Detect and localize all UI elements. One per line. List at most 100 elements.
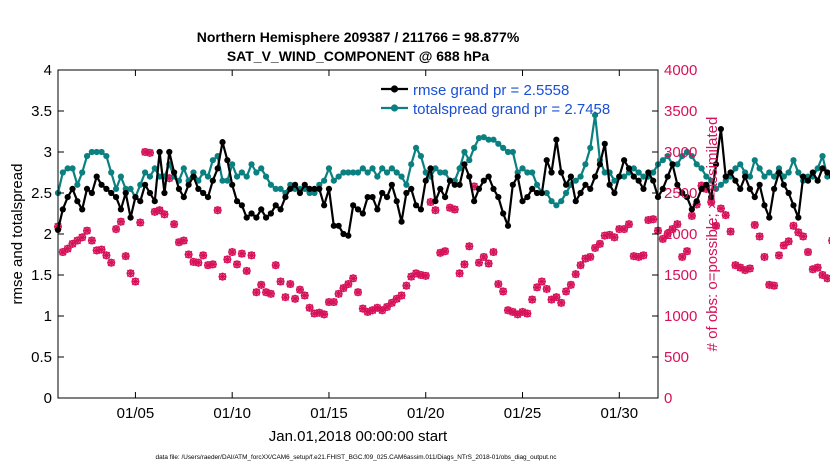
rmse-point — [301, 181, 308, 188]
totalspread-point — [262, 173, 270, 180]
rmse-point — [790, 202, 797, 209]
rmse-point — [712, 161, 720, 168]
rmse-point — [509, 181, 516, 188]
rmse-point — [214, 165, 221, 172]
totalspread-point — [151, 165, 158, 172]
obs-assimilated-marker — [392, 294, 401, 303]
rmse-point — [103, 185, 110, 192]
rmse-point — [809, 169, 816, 176]
obs-assimilated-marker — [731, 261, 740, 270]
rmse-point — [141, 181, 149, 188]
rmse-point — [490, 185, 497, 192]
rmse-point — [161, 189, 168, 197]
rmse-point — [669, 161, 676, 168]
rmse-point — [621, 157, 628, 164]
obs-assimilated-marker — [145, 148, 154, 157]
rmse-point — [679, 189, 686, 197]
obs-assimilated-marker — [808, 265, 817, 274]
obs-assimilated-marker — [262, 288, 271, 297]
rmse-point — [741, 173, 749, 180]
obs-assimilated-marker — [562, 287, 571, 296]
legend-rmse-label: rmse grand pr = 2.5558 — [413, 82, 569, 99]
obs-assimilated-marker — [499, 287, 508, 296]
obs-assimilated-marker — [402, 281, 411, 290]
obs-assimilated-marker — [179, 236, 188, 245]
rmse-point — [766, 214, 773, 221]
totalspread-point — [408, 161, 415, 168]
rmse-point — [321, 202, 328, 209]
obs-assimilated-marker — [726, 227, 735, 236]
obs-assimilated-marker — [436, 248, 445, 257]
obs-assimilated-marker — [712, 221, 721, 230]
rmse-point — [601, 140, 608, 147]
obs-assimilated-marker — [121, 252, 130, 261]
rmse-point — [108, 189, 115, 197]
rmse-point — [354, 206, 362, 213]
obs-assimilated-marker — [131, 277, 140, 286]
rmse-point — [427, 165, 434, 172]
totalspread-point — [325, 165, 333, 172]
obs-assimilated-marker — [150, 207, 159, 216]
totalspread-point — [441, 169, 449, 176]
totalspread-point — [359, 165, 366, 172]
totalspread-point — [572, 177, 579, 184]
rmse-point — [117, 206, 125, 213]
rmse-point — [471, 198, 478, 205]
rmse-point — [698, 185, 705, 192]
rmse-point — [432, 198, 439, 205]
rmse-point — [59, 206, 66, 213]
rmse-point — [514, 173, 521, 180]
obs-assimilated-marker — [300, 291, 309, 300]
totalspread-point — [345, 169, 352, 176]
obs-assimilated-marker — [324, 298, 333, 307]
totalspread-point — [548, 198, 555, 205]
obs-assimilated-marker — [189, 257, 198, 266]
totalspread-point — [374, 173, 381, 180]
rmse-point — [480, 177, 487, 184]
x-tick-label: 01/10 — [213, 405, 251, 422]
obs-assimilated-marker — [745, 264, 754, 273]
rmse-point — [200, 189, 207, 197]
rmse-point — [359, 210, 366, 217]
obs-assimilated-marker — [165, 174, 174, 183]
obs-assimilated-marker — [87, 236, 96, 245]
rmse-point — [475, 185, 483, 192]
rmse-point — [296, 189, 304, 197]
obs-assimilated-marker — [460, 260, 469, 269]
obs-assimilated-marker — [702, 184, 711, 193]
totalspread-point — [209, 157, 216, 164]
plot-area — [54, 112, 830, 319]
rmse-point — [171, 169, 178, 176]
obs-assimilated-marker — [581, 254, 590, 263]
obs-assimilated-marker — [784, 237, 793, 246]
totalspread-point — [272, 185, 279, 192]
rmse-point — [708, 194, 715, 201]
rmse-point — [204, 194, 212, 201]
obs-assimilated-marker — [591, 243, 600, 252]
obs-assimilated-marker — [102, 251, 111, 260]
obs-assimilated-marker — [237, 249, 246, 258]
legend: rmse grand pr = 2.5558 totalspread grand… — [381, 82, 610, 118]
obs-assimilated-marker — [68, 239, 77, 248]
right-y-tick-label: 2500 — [664, 185, 697, 202]
left-y-tick-label: 4 — [44, 62, 52, 79]
obs-assimilated-marker — [523, 309, 532, 318]
right-y-axis-label: # of obs: o=possible; ×=assimilated — [704, 117, 721, 352]
totalspread-point — [688, 153, 695, 160]
obs-assimilated-marker — [63, 244, 72, 253]
totalspread-point — [640, 173, 647, 180]
obs-assimilated-marker — [339, 284, 348, 293]
obs-assimilated-marker — [600, 231, 609, 240]
obs-assimilated-marker — [533, 283, 542, 292]
rmse-point — [688, 206, 695, 213]
rmse-point — [504, 222, 512, 229]
rmse-point — [369, 194, 376, 201]
totalspread-point — [558, 198, 565, 205]
obs-assimilated-marker — [755, 232, 764, 241]
obs-assimilated-marker — [373, 303, 382, 312]
obs-assimilated-marker — [818, 271, 827, 279]
totalspread-point — [587, 144, 594, 151]
totalspread-point — [504, 148, 512, 156]
chart-title-line1: Northern Hemisphere 209387 / 211766 = 98… — [197, 29, 520, 45]
right-y-tick-label: 500 — [664, 349, 689, 366]
